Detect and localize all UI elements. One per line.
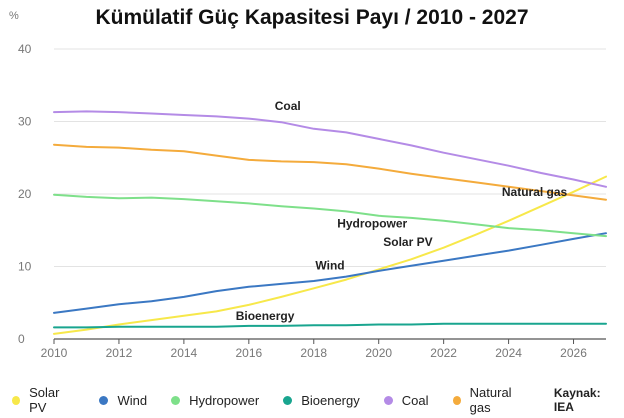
x-tick-label: 2010: [41, 346, 68, 360]
series-line-solar-pv: [53, 175, 607, 335]
annotation-wind: Wind: [315, 258, 344, 272]
y-unit-label: %: [9, 10, 19, 22]
x-tick-label: 2026: [560, 346, 587, 360]
legend-item-solar-pv: Solar PV: [12, 385, 75, 415]
legend-item-wind: Wind: [99, 393, 147, 408]
y-tick-label: 20: [18, 187, 32, 201]
chart-title: Kümülatif Güç Kapasitesi Payı / 2010 - 2…: [95, 6, 529, 29]
x-tick-label: 2024: [495, 346, 522, 360]
annotation-coal: Coal: [275, 99, 301, 113]
series-line-bioenergy: [53, 322, 607, 329]
x-tick-label: 2016: [235, 346, 262, 360]
legend-label: Wind: [117, 392, 148, 408]
series-line-hydropower: [53, 193, 607, 238]
legend-item-hydropower: Hydropower: [171, 393, 259, 408]
legend-label: Natural gas: [469, 385, 512, 415]
legend-label: Bioenergy: [301, 392, 360, 408]
legend-item-natural-gas: Natural gas: [452, 385, 530, 415]
annotation-natural-gas: Natural gas: [502, 185, 568, 199]
annotation-bioenergy: Bioenergy: [236, 309, 295, 323]
x-tick-label: 2014: [171, 346, 198, 360]
legend-label: Solar PV: [29, 385, 60, 415]
y-tick-label: 10: [18, 260, 32, 274]
chart-legend: Solar PV Wind Hydropower Bioenergy Coal Natur…: [12, 385, 618, 415]
x-tick-label: 2018: [300, 346, 327, 360]
series-line-natural-gas: [53, 143, 607, 201]
annotation-hydropower: Hydropower: [337, 216, 407, 230]
source-label: Kaynak: IEA: [553, 386, 601, 414]
y-tick-label: 0: [18, 332, 25, 346]
legend-swatch: [452, 395, 461, 405]
x-tick-label: 2022: [430, 346, 457, 360]
legend-item-coal: Coal: [383, 392, 429, 408]
legend-swatch: [12, 395, 21, 405]
annotation-solar-pv: Solar PV: [383, 235, 432, 249]
legend-swatch: [383, 395, 393, 405]
legend-label: Coal: [401, 392, 429, 408]
legend-swatch: [283, 395, 293, 405]
legend-swatch: [171, 395, 181, 405]
y-tick-label: 40: [18, 42, 32, 56]
legend-label: Hydropower: [189, 392, 260, 408]
legend-swatch: [99, 395, 109, 405]
x-tick-label: 2020: [365, 346, 392, 360]
x-tick-label: 2012: [106, 346, 133, 360]
y-tick-label: 30: [18, 115, 32, 129]
legend-item-bioenergy: Bioenergy: [283, 393, 360, 408]
line-chart: 0 10 20 30 40 2010 2012 2014 2016 2018 2020 2022 202…: [18, 42, 607, 360]
series-line-wind: [53, 232, 607, 314]
series-line-coal: [53, 110, 607, 188]
